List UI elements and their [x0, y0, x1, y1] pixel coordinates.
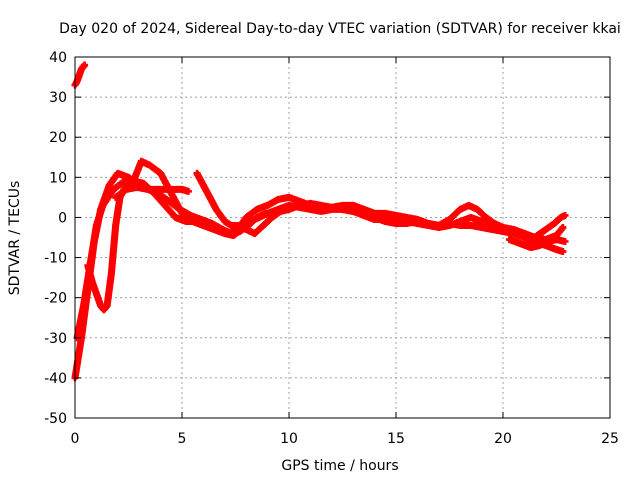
series-track-1	[71, 61, 89, 89]
y-tick-label: -20	[44, 291, 67, 307]
data-points	[71, 61, 569, 382]
data-point	[81, 61, 89, 69]
tick-labels: 0 5 10 15 20 25 -50 -40 -30 -20 -10 0 10 20 30 40	[44, 50, 619, 447]
data-point	[559, 223, 567, 231]
data-point	[184, 187, 192, 195]
data-point-run	[103, 271, 115, 310]
series-track-5	[193, 169, 569, 246]
y-tick-label: 10	[49, 170, 67, 186]
data-point-run	[92, 203, 106, 229]
data-point-run	[73, 303, 87, 342]
data-point-run	[107, 223, 120, 278]
x-tick-label: 0	[71, 431, 80, 447]
data-point-run	[161, 201, 179, 220]
y-tick-label: 30	[49, 90, 67, 106]
data-point-run	[86, 223, 100, 270]
data-point	[261, 209, 269, 217]
x-tick-label: 15	[387, 431, 405, 447]
y-tick-label: 40	[49, 50, 67, 66]
y-tick-label: -50	[44, 411, 67, 427]
chart-title: Day 020 of 2024, Sidereal Day-to-day VTE…	[59, 21, 621, 37]
data-point-run	[99, 187, 117, 209]
data-point-run	[392, 219, 409, 227]
x-tick-label: 25	[601, 431, 619, 447]
data-point-run	[71, 335, 85, 382]
x-axis-label: GPS time / hours	[281, 458, 398, 474]
series-track-7	[112, 183, 269, 237]
series-track-6	[505, 236, 569, 252]
data-point	[561, 211, 569, 219]
grid	[75, 57, 610, 418]
y-tick-label: 0	[58, 210, 67, 226]
x-tick-label: 5	[178, 431, 187, 447]
data-point-run	[112, 195, 124, 229]
data-point	[561, 238, 569, 246]
data-point-run	[446, 206, 463, 223]
y-tick-label: -30	[44, 331, 67, 347]
y-tick-label: -10	[44, 251, 67, 267]
axis-ticks	[74, 56, 611, 419]
x-tick-label: 20	[494, 431, 512, 447]
plot-frame	[74, 56, 611, 419]
data-point-run	[157, 169, 175, 196]
x-tick-label: 10	[280, 431, 298, 447]
data-point	[559, 248, 567, 256]
y-tick-label: 20	[49, 130, 67, 146]
data-point-run	[456, 221, 473, 229]
series-track-4	[84, 157, 567, 314]
y-tick-label: -40	[44, 371, 67, 387]
y-axis-label: SDTVAR / TECUs	[7, 181, 23, 296]
